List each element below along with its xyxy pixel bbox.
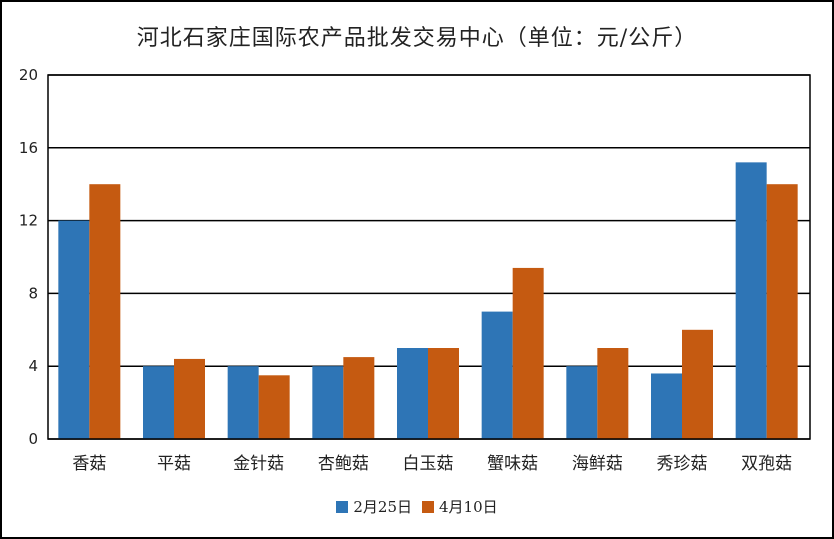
legend-swatch-series-1 bbox=[336, 500, 349, 513]
bar-2-2 bbox=[174, 358, 205, 439]
bar-2-9 bbox=[766, 184, 798, 439]
y-tick-label: 12 bbox=[19, 212, 38, 230]
x-category-label: 金针菇 bbox=[233, 454, 284, 474]
bar-1-1 bbox=[58, 220, 90, 439]
x-category-label: 海鲜菇 bbox=[572, 454, 623, 474]
bar-1-3 bbox=[227, 366, 259, 439]
x-category-label: 双孢菇 bbox=[741, 454, 792, 474]
y-tick-label: 20 bbox=[19, 66, 38, 84]
legend: 2月25日 4月10日 bbox=[0, 496, 834, 517]
bar-2-3 bbox=[258, 375, 290, 439]
bar-2-1 bbox=[89, 184, 121, 439]
x-category-label: 秀珍菇 bbox=[657, 454, 708, 474]
legend-label-series-2: 4月10日 bbox=[439, 498, 498, 516]
y-tick-label: 4 bbox=[28, 357, 38, 375]
bar-1-9 bbox=[735, 162, 767, 440]
y-tick-label: 8 bbox=[28, 284, 38, 302]
bar-2-7 bbox=[597, 348, 629, 439]
bar-2-6 bbox=[512, 267, 544, 439]
x-category-label: 香菇 bbox=[72, 454, 106, 474]
legend-item-series-1: 2月25日 bbox=[336, 496, 412, 517]
x-category-label: 白玉菇 bbox=[403, 454, 454, 474]
chart-title: 河北石家庄国际农产品批发交易中心（单位：元/公斤） bbox=[136, 26, 698, 51]
legend-swatch-series-2 bbox=[422, 500, 434, 513]
bar-1-8 bbox=[651, 373, 682, 439]
x-category-label: 杏鲍菇 bbox=[318, 454, 369, 474]
plot-area-border bbox=[47, 74, 811, 440]
x-category-label: 平菇 bbox=[157, 454, 191, 474]
bar-1-6 bbox=[481, 311, 513, 439]
bar-1-5 bbox=[397, 348, 428, 439]
x-category-label: 蟹味菇 bbox=[487, 454, 538, 474]
legend-item-series-2: 4月10日 bbox=[422, 496, 498, 517]
bar-1-2 bbox=[143, 366, 174, 439]
legend-label-series-1: 2月25日 bbox=[353, 498, 412, 516]
y-tick-label: 16 bbox=[19, 139, 38, 157]
bar-2-4 bbox=[343, 357, 375, 439]
bar-2-5 bbox=[428, 348, 459, 439]
bar-2-8 bbox=[682, 329, 713, 439]
bar-1-4 bbox=[312, 366, 344, 439]
bar-1-7 bbox=[566, 366, 598, 439]
y-tick-label: 0 bbox=[28, 430, 38, 448]
